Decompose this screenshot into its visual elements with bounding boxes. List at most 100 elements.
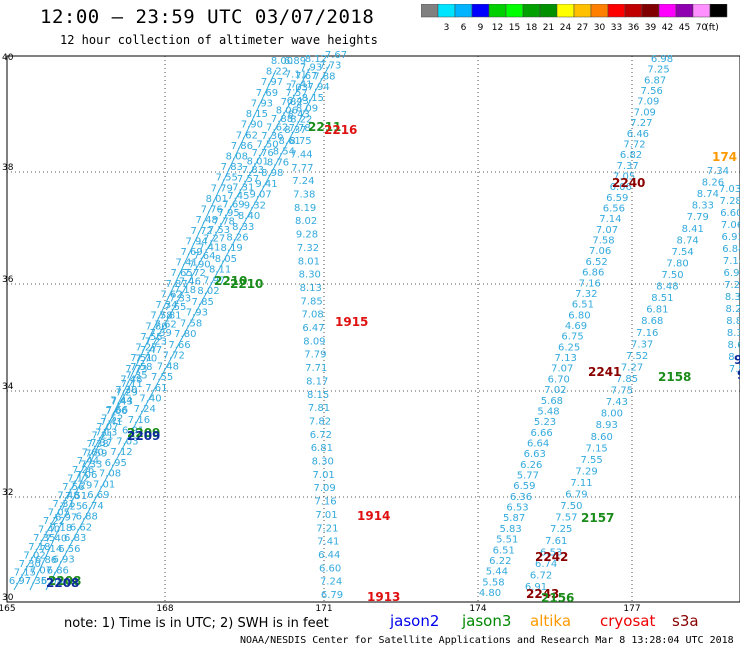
wave-height-value: 7.80 xyxy=(145,321,167,332)
wave-height-value: 7.78 xyxy=(288,123,310,134)
wave-height-value: 7.26 xyxy=(72,465,94,476)
wave-height-value: 6.56 xyxy=(603,204,625,215)
satellite-legend-cryosat: cryosat xyxy=(600,612,655,630)
wave-height-value: 7.71 xyxy=(305,363,327,374)
wave-height-value: 8.19 xyxy=(294,203,316,214)
wave-height-value: 7.45 xyxy=(227,191,249,202)
pass-time-label: 9 xyxy=(734,353,740,367)
colorbar-label: 27 xyxy=(577,23,588,33)
wave-height-value: 7.38 xyxy=(293,190,315,201)
wave-height-value: 6.51 xyxy=(493,545,515,556)
wave-height-value: 8.33 xyxy=(232,222,254,233)
wave-height-value: 4.80 xyxy=(479,588,501,599)
wave-height-value: 7.76 xyxy=(251,148,273,159)
wave-height-value: 7.18 xyxy=(50,523,72,534)
colorbar-label: 42 xyxy=(662,23,673,33)
wave-height-value: 7.27 xyxy=(135,343,157,354)
wave-height-value: 7.40 xyxy=(139,394,161,405)
wave-height-value: 7.58 xyxy=(592,236,614,247)
wave-height-value: 8.02 xyxy=(295,216,317,227)
wave-height-value: 6.51 xyxy=(572,300,594,311)
wave-height-value: 7.21 xyxy=(316,523,338,534)
wave-height-value: 7.03 xyxy=(719,184,740,195)
wave-height-value: 7.85 xyxy=(301,296,323,307)
wave-height-value: 7.69 xyxy=(180,247,202,258)
wave-height-value: 8.09 xyxy=(296,104,318,115)
colorbar-label: 6 xyxy=(461,23,467,33)
colorbar-label: 36 xyxy=(628,23,640,33)
wave-height-value: 7.12 xyxy=(67,473,89,484)
wave-height-value: 7.59 xyxy=(85,449,107,460)
wave-height-value: 7.11 xyxy=(285,69,307,80)
wave-height-value: 6.70 xyxy=(548,374,570,385)
pass-time-label: 2156 xyxy=(541,591,574,605)
x-tick-label: 171 xyxy=(315,604,332,614)
wave-height-value: 7.79 xyxy=(211,183,233,194)
wave-height-value: 7.79 xyxy=(687,212,709,223)
wave-height-value: 7.61 xyxy=(545,536,567,547)
y-tick-label: 32 xyxy=(2,488,13,498)
wave-height-value: 8.43 xyxy=(288,109,310,120)
wave-height-value: 5.77 xyxy=(517,471,539,482)
satellite-legend-s3a: s3a xyxy=(672,612,699,630)
wave-height-value: 6.59 xyxy=(513,481,535,492)
wave-height-value: 7.69 xyxy=(222,199,244,210)
wave-height-value: 7.40 xyxy=(45,534,67,545)
wave-height-value: 6.89 xyxy=(284,56,306,67)
wave-height-value: 7.94 xyxy=(186,236,208,247)
wave-height-value: 7.85 xyxy=(192,297,214,308)
wave-height-value: 7.25 xyxy=(647,65,669,76)
pass-time-label: 2211 xyxy=(308,120,341,134)
pass-time-label: 1913 xyxy=(367,590,400,604)
wave-height-value: 8.00 xyxy=(271,56,293,67)
wave-height-value: 7.88 xyxy=(271,114,293,125)
wave-height-value: 5.83 xyxy=(500,524,522,535)
wave-height-value: 7.51 xyxy=(130,353,152,364)
y-tick-label: 38 xyxy=(2,163,14,173)
wave-height-value: 5.58 xyxy=(482,577,504,588)
wave-height-value: 7.66 xyxy=(106,405,128,416)
wave-height-value: 7.41 xyxy=(100,417,122,428)
wave-height-value: 7.93 xyxy=(300,63,322,74)
wave-height-value: 8.64 xyxy=(728,340,740,351)
wave-height-value: 7.56 xyxy=(641,86,663,97)
wave-height-value: 7.18 xyxy=(28,542,50,553)
wave-height-value: 7.35 xyxy=(33,533,55,544)
wave-height-value: 7.34 xyxy=(155,300,177,311)
colorbar-label: 70 xyxy=(696,23,708,33)
wave-height-value: 6.06 xyxy=(610,182,632,193)
wave-height-value: 8.15 xyxy=(302,93,324,104)
wave-height-value: 7.51 xyxy=(65,491,87,502)
wave-height-value: 8.17 xyxy=(306,376,328,387)
wave-height-value: 7.36 xyxy=(261,131,283,142)
wave-height-value: 7.07 xyxy=(30,565,52,576)
wave-height-value: 8.22 xyxy=(266,67,288,78)
y-tick-label: 34 xyxy=(2,382,14,392)
wave-height-value: 7.55 xyxy=(216,173,238,184)
wave-height-value: 6.56 xyxy=(58,544,80,555)
page-title: 12:00 – 23:59 UTC 03/07/2018 xyxy=(40,6,375,28)
wave-height-value: 7.27 xyxy=(621,362,643,373)
wave-height-value: 7.48 xyxy=(196,215,218,226)
pass-time-label: 9 xyxy=(737,368,740,382)
colorbar-label: 45 xyxy=(679,23,690,33)
colorbar-label: 9 xyxy=(478,23,484,33)
pass-time-label: 2210 xyxy=(214,274,247,288)
wave-height-value: 7.72 xyxy=(184,268,206,279)
wave-height-value: 6.79 xyxy=(565,490,587,501)
wave-height-value: 6.60 xyxy=(720,208,740,219)
wave-height-value: 7.66 xyxy=(168,340,190,351)
wave-height-value: 7.90 xyxy=(188,259,210,270)
wave-height-value: 5.48 xyxy=(537,406,559,417)
wave-height-value: 8.30 xyxy=(727,328,740,339)
wave-height-value: 8.74 xyxy=(677,235,699,246)
wave-height-value: 6.60 xyxy=(319,563,341,574)
wave-height-value: 7.82 xyxy=(309,416,331,427)
wave-height-value: 7.20 xyxy=(115,385,137,396)
wave-height-value: 7.13 xyxy=(95,427,117,438)
wave-height-value: 7.18 xyxy=(174,285,196,296)
color-scale-legend: 3 6 9 12 15 18 21 24 27 30 33 36 39 42 45 70(ft) xyxy=(421,4,728,33)
wave-height-value: 6.80 xyxy=(568,310,590,321)
wave-height-value: 8.40 xyxy=(238,211,260,222)
wave-height-value: 8.05 xyxy=(215,254,237,265)
